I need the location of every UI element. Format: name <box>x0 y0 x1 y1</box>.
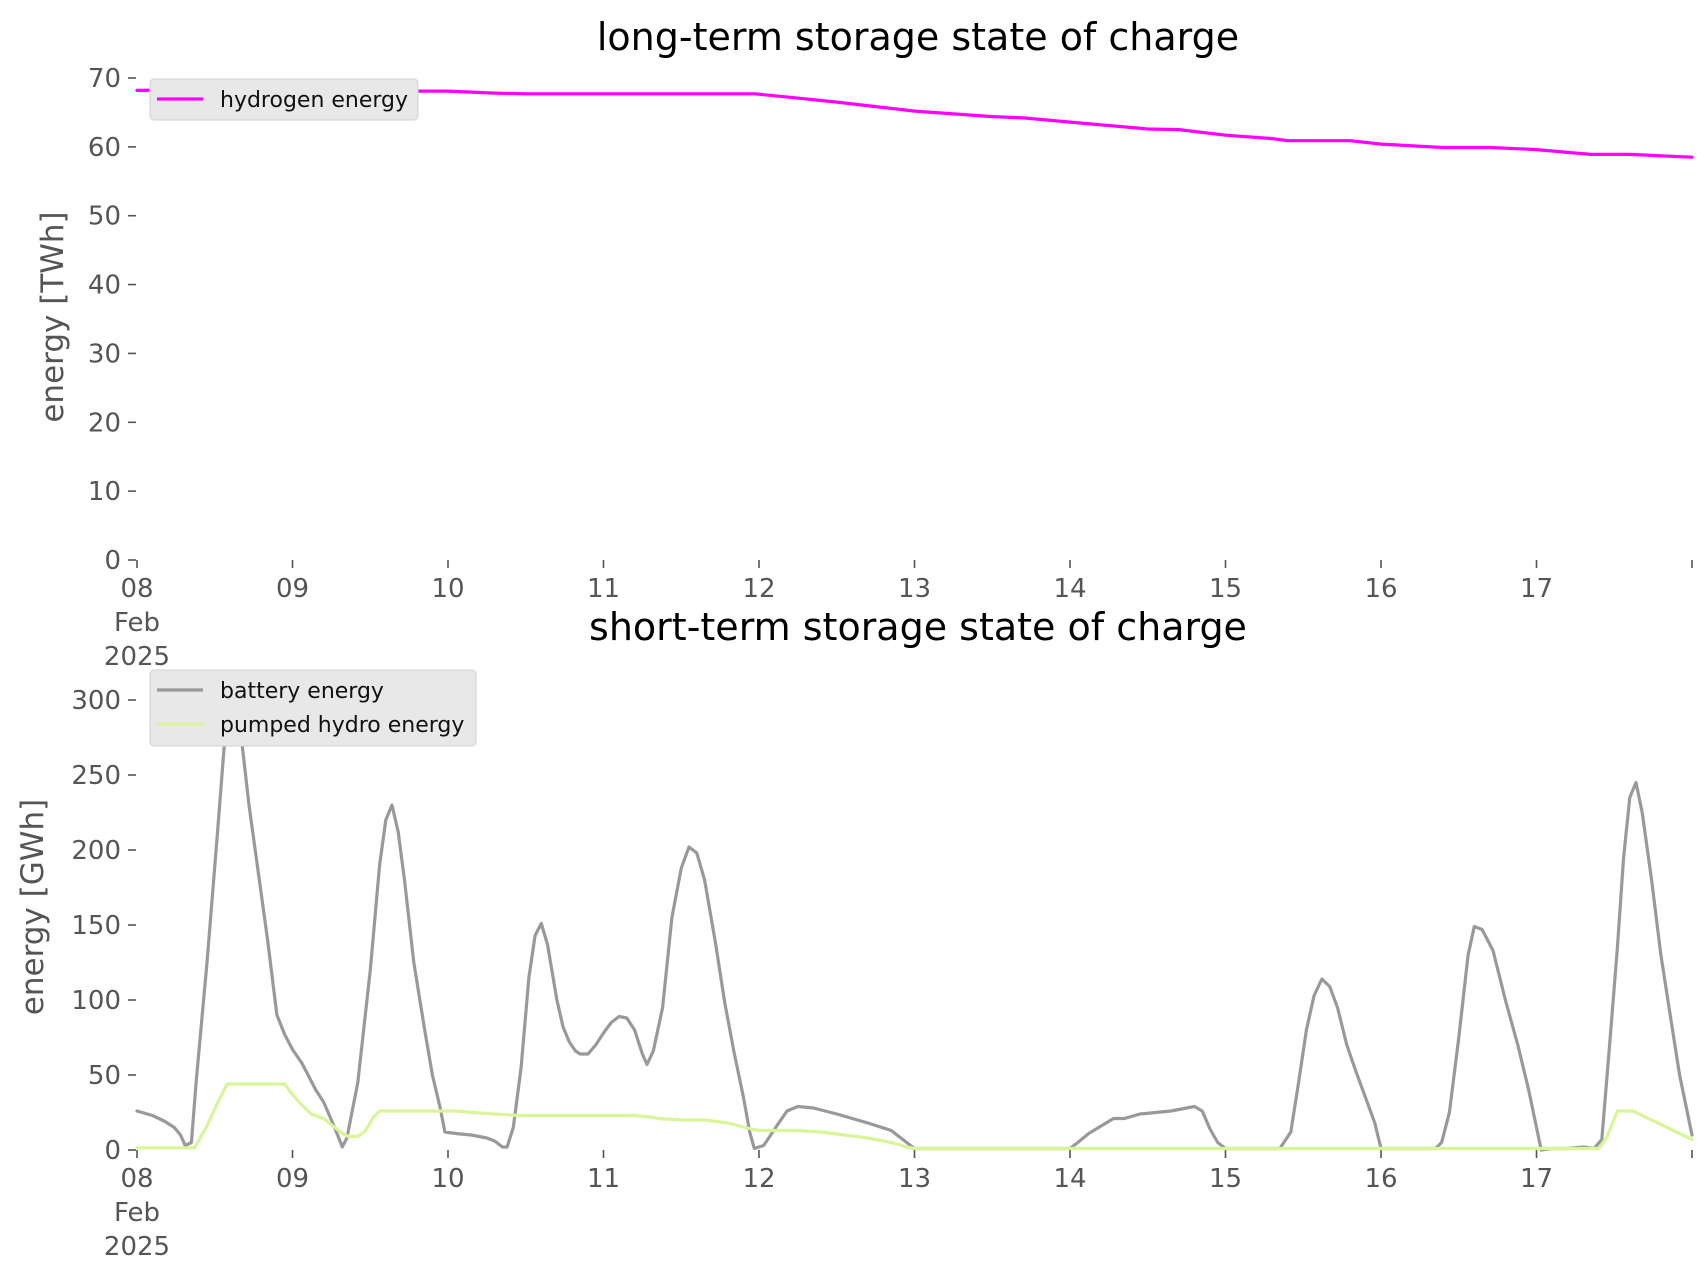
x-tick-label-line: 2025 <box>104 1232 170 1262</box>
y-tick-label: 30 <box>88 339 121 369</box>
x-tick-label: 17 <box>1520 574 1553 604</box>
x-axis-ticks: 08 Feb 2025 09 10 11 12 13 14 15 16 17 <box>104 560 1693 672</box>
y-tick-label: 20 <box>88 408 121 438</box>
x-tick-label-line: Feb <box>114 608 160 638</box>
plot-lines <box>135 686 1694 1152</box>
x-tick-label: 15 <box>1209 574 1242 604</box>
x-tick-label-line: 10 <box>431 1164 464 1194</box>
x-tick-label: 11 <box>587 574 620 604</box>
y-tick-label: 40 <box>88 271 121 301</box>
x-tick-label-line: 13 <box>898 1164 931 1194</box>
short-term-storage-panel: short-term storage state of charge energ… <box>15 605 1694 1262</box>
y-axis-ticks: 0 10 20 30 40 50 60 70 <box>88 64 136 576</box>
x-tick-label: 16 <box>1364 574 1397 604</box>
x-tick-label-line: 09 <box>276 574 309 604</box>
y-axis-label: energy [TWh] <box>35 211 71 422</box>
x-tick-label-line: 14 <box>1053 574 1086 604</box>
y-tick-label: 200 <box>71 836 121 866</box>
x-tick-label: 17 <box>1520 1164 1553 1194</box>
legend-label: pumped hydro energy <box>220 713 464 738</box>
long-term-storage-panel: long-term storage state of charge energy… <box>35 15 1694 672</box>
y-tick-label: 100 <box>71 986 121 1016</box>
legend-box <box>149 669 477 747</box>
series-line-0 <box>135 88 1694 159</box>
x-tick-label-line: 08 <box>120 1164 153 1194</box>
x-tick-label: 12 <box>742 1164 775 1194</box>
y-tick-label: 50 <box>88 202 121 232</box>
x-tick-label-line: 16 <box>1364 574 1397 604</box>
x-tick-label: 14 <box>1053 574 1086 604</box>
x-tick-label: 11 <box>587 1164 620 1194</box>
x-tick-label-line: 09 <box>276 1164 309 1194</box>
y-tick-label: 50 <box>88 1061 121 1091</box>
series-line-1 <box>135 1082 1694 1151</box>
x-tick-label: 08 Feb 2025 <box>104 1164 170 1262</box>
x-tick-label-line: 13 <box>898 574 931 604</box>
x-tick-label-line: 12 <box>742 1164 775 1194</box>
y-tick-label: 10 <box>88 477 121 507</box>
y-tick-label: 150 <box>71 911 121 941</box>
x-tick-label: 09 <box>276 1164 309 1194</box>
series-line-0 <box>135 686 1694 1152</box>
x-tick-label: 08 Feb 2025 <box>104 574 170 672</box>
plot-lines <box>135 88 1694 159</box>
x-tick-label-line: 12 <box>742 574 775 604</box>
chart-title: long-term storage state of charge <box>597 15 1239 59</box>
x-tick-label: 15 <box>1209 1164 1242 1194</box>
x-tick-label-line: 16 <box>1364 1164 1397 1194</box>
y-axis-label: energy [GWh] <box>15 799 51 1015</box>
x-tick-label: 13 <box>898 1164 931 1194</box>
x-axis-ticks: 08 Feb 2025 09 10 11 12 13 14 15 16 17 <box>104 1150 1693 1262</box>
x-tick-label: 10 <box>431 1164 464 1194</box>
x-tick-label: 09 <box>276 574 309 604</box>
x-tick-label-line: 10 <box>431 574 464 604</box>
x-tick-label-line: 2025 <box>104 642 170 672</box>
x-tick-label: 14 <box>1053 1164 1086 1194</box>
x-tick-label: 12 <box>742 574 775 604</box>
y-tick-label: 300 <box>71 686 121 716</box>
x-tick-label: 10 <box>431 574 464 604</box>
x-tick-label-line: 17 <box>1520 574 1553 604</box>
y-tick-label: 70 <box>88 64 121 94</box>
x-tick-label-line: 11 <box>587 1164 620 1194</box>
legend: battery energy pumped hydro energy <box>149 669 477 747</box>
y-tick-label: 250 <box>71 761 121 791</box>
x-tick-label-line: 14 <box>1053 1164 1086 1194</box>
legend: hydrogen energy <box>149 78 419 121</box>
x-tick-label-line: 17 <box>1520 1164 1553 1194</box>
x-tick-label-line: 08 <box>120 574 153 604</box>
legend-box <box>149 78 419 121</box>
x-tick-label-line: 15 <box>1209 574 1242 604</box>
x-tick-label: 13 <box>898 574 931 604</box>
y-tick-label: 0 <box>104 1136 121 1166</box>
x-tick-label: 16 <box>1364 1164 1397 1194</box>
y-axis-ticks: 0 50 100 150 200 250 300 <box>71 686 136 1166</box>
y-tick-label: 60 <box>88 133 121 163</box>
chart-title: short-term storage state of charge <box>589 605 1247 649</box>
x-tick-label-line: 15 <box>1209 1164 1242 1194</box>
legend-label: hydrogen energy <box>220 88 408 113</box>
x-tick-label-line: 11 <box>587 574 620 604</box>
y-tick-label: 0 <box>104 546 121 576</box>
x-tick-label-line: Feb <box>114 1198 160 1228</box>
legend-label: battery energy <box>220 679 384 704</box>
